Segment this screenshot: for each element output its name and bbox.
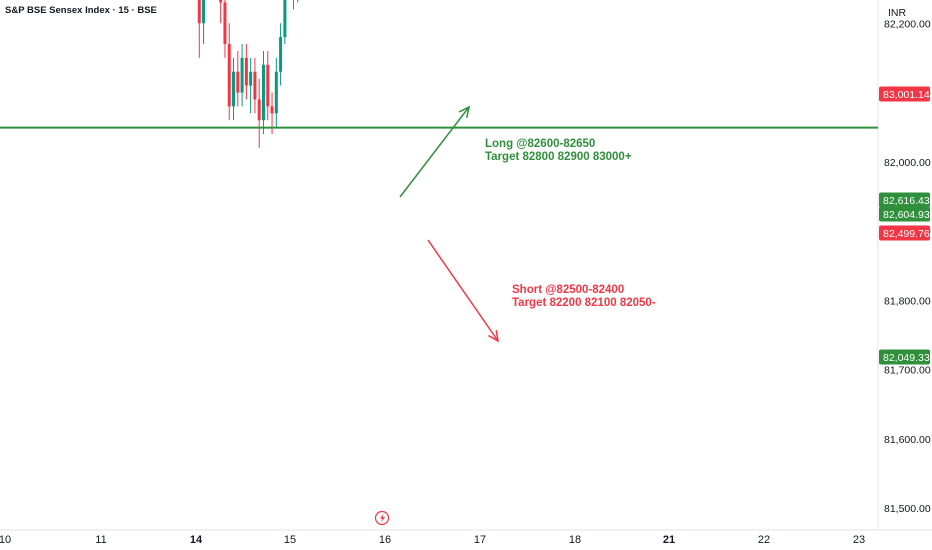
price-badge — [879, 225, 930, 241]
y-tick-label: 81,500.00 — [884, 503, 931, 515]
candle-body — [244, 57, 248, 86]
currency-label: INR — [888, 7, 907, 19]
candle-body — [261, 64, 265, 121]
x-tick-label: 22 — [758, 534, 770, 546]
price-badge — [879, 192, 930, 208]
x-tick-label: 11 — [95, 534, 106, 546]
candle-body — [249, 71, 253, 86]
annotation-arrows — [399, 105, 499, 343]
annotation-text: Short @82500-82400 — [512, 284, 624, 296]
candle-body — [202, 0, 206, 24]
candle-body — [219, 0, 223, 3]
arrow-head — [458, 105, 471, 118]
x-tick-label: 21 — [663, 534, 675, 546]
candle-body — [223, 2, 227, 45]
x-tick-label: 15 — [284, 534, 296, 546]
candle-body — [240, 57, 244, 93]
x-tick-label: 16 — [379, 534, 391, 546]
price-badge-label: 82,499.76 — [883, 228, 930, 240]
x-tick-label: 23 — [853, 534, 865, 546]
candle-body — [283, 0, 287, 38]
x-tick-label: 18 — [569, 534, 581, 546]
candle-body — [227, 44, 231, 107]
price-badge-label: 82,616.43 — [883, 195, 930, 207]
price-badge-label: 82,604.93 — [883, 209, 930, 221]
y-tick-label: 81,700.00 — [884, 365, 931, 377]
annotation-text: Long @82600-82650 — [485, 138, 595, 150]
candle-body — [232, 71, 236, 107]
annotation-text: Target 82200 82100 82050- — [512, 297, 656, 309]
candle-body — [274, 71, 278, 114]
candle-body — [253, 71, 257, 100]
candle-body — [279, 37, 283, 72]
arrow-head — [488, 330, 499, 343]
y-tick-label: 82,200.00 — [884, 18, 931, 30]
time-axis[interactable]: 10 11 14 15 16 17 18 21 22 23 — [0, 534, 865, 546]
flash-icon[interactable] — [374, 510, 390, 526]
y-tick-label: 82,000.00 — [884, 157, 931, 169]
y-tick-label: 81,800.00 — [884, 295, 931, 307]
price-badge-label: 82,049.33 — [883, 352, 930, 364]
chart-title: S&P BSE Sensex Index · 15 · BSE — [5, 5, 157, 16]
arrow-line[interactable] — [427, 239, 499, 342]
candle-body — [236, 71, 240, 93]
arrow-line[interactable] — [399, 106, 470, 198]
annotation-text: Target 82800 82900 83000+ — [485, 151, 632, 163]
x-tick-label: 10 — [0, 534, 11, 546]
candle-body — [266, 64, 270, 107]
y-tick-label: 81,600.00 — [884, 434, 931, 446]
x-tick-label: 14 — [190, 534, 203, 546]
candle-body — [257, 99, 261, 121]
price-badge — [879, 86, 930, 102]
price-badge — [879, 206, 930, 222]
candlestick-series — [197, 0, 299, 148]
candle-body — [270, 106, 274, 114]
price-badges: 83,001.14 82,616.43 82,604.93 82,499.76 82,0… — [879, 86, 930, 365]
candle-body — [197, 0, 201, 24]
price-badge — [879, 349, 930, 365]
x-tick-label: 17 — [474, 534, 486, 546]
level-lines — [0, 126, 878, 129]
price-badge-label: 83,001.14 — [883, 89, 930, 101]
